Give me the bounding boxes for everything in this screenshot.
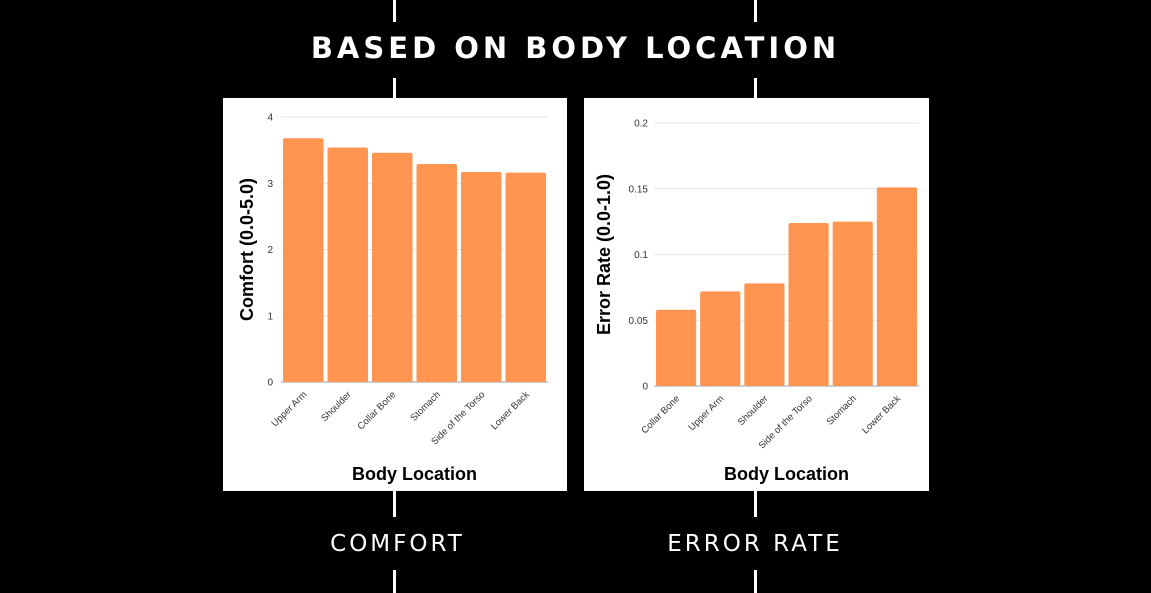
y-tick-label: 4 — [267, 113, 273, 124]
divider-line — [754, 570, 757, 593]
divider-line — [754, 78, 757, 98]
y-tick-label: 0.1 — [634, 250, 648, 261]
x-tick-label: Shoulder — [736, 393, 771, 428]
x-axis-title: Body Location — [352, 464, 477, 484]
bar — [655, 309, 697, 386]
divider-line — [393, 570, 396, 593]
error-rate-chart: 0 0.05 0.1 0.15 0.2 Collar Bone Upper Arm Shoul… — [594, 119, 919, 484]
x-tick-label: Stomach — [409, 389, 443, 423]
y-tick-label: 3 — [267, 179, 273, 190]
bar — [372, 152, 413, 382]
divider-line — [754, 0, 757, 22]
y-tick-label: 0.05 — [629, 316, 649, 327]
bar — [461, 171, 502, 382]
y-axis-title: Comfort (0.0-5.0) — [237, 178, 257, 321]
bar — [327, 147, 368, 382]
divider-line — [393, 0, 396, 22]
error-rate-caption: ERROR RATE — [667, 531, 843, 557]
comfort-caption: COMFORT — [330, 531, 465, 557]
y-tick-label: 0 — [267, 378, 273, 389]
comfort-chart-panel: 0 1 2 3 4 Upper Arm Shoulder Collar Bone Stomach… — [223, 98, 567, 491]
comfort-chart: 0 1 2 3 4 Upper Arm Shoulder Collar Bone Stomach… — [237, 113, 548, 484]
y-tick-label: 1 — [267, 311, 273, 322]
bar — [876, 187, 918, 386]
y-tick-label: 0.2 — [634, 119, 648, 130]
error-rate-chart-panel: 0 0.05 0.1 0.15 0.2 Collar Bone Upper Arm Shoul… — [584, 98, 929, 491]
divider-line — [393, 78, 396, 98]
x-tick-label: Collar Bone — [639, 393, 682, 436]
x-tick-label: Upper Arm — [269, 389, 309, 429]
y-tick-label: 2 — [267, 245, 273, 256]
bar — [700, 291, 741, 386]
bar — [788, 222, 829, 386]
y-axis-title: Error Rate (0.0-1.0) — [594, 174, 614, 335]
bar — [744, 283, 785, 386]
x-tick-label: Lower Back — [489, 389, 532, 432]
bar — [505, 172, 546, 382]
x-tick-label: Lower Back — [860, 393, 903, 436]
y-tick-label: 0 — [642, 382, 648, 393]
x-tick-label: Collar Bone — [355, 389, 398, 432]
x-tick-label: Shoulder — [319, 389, 354, 424]
y-tick-label: 0.15 — [629, 184, 649, 195]
bar — [416, 164, 457, 382]
bar — [832, 221, 873, 386]
x-axis-title: Body Location — [724, 464, 849, 484]
divider-line — [754, 491, 757, 517]
bar — [283, 138, 324, 382]
x-tick-label: Stomach — [825, 393, 859, 427]
x-tick-label: Upper Arm — [686, 393, 726, 433]
divider-line — [393, 491, 396, 517]
page-heading: BASED ON BODY LOCATION — [310, 31, 841, 65]
